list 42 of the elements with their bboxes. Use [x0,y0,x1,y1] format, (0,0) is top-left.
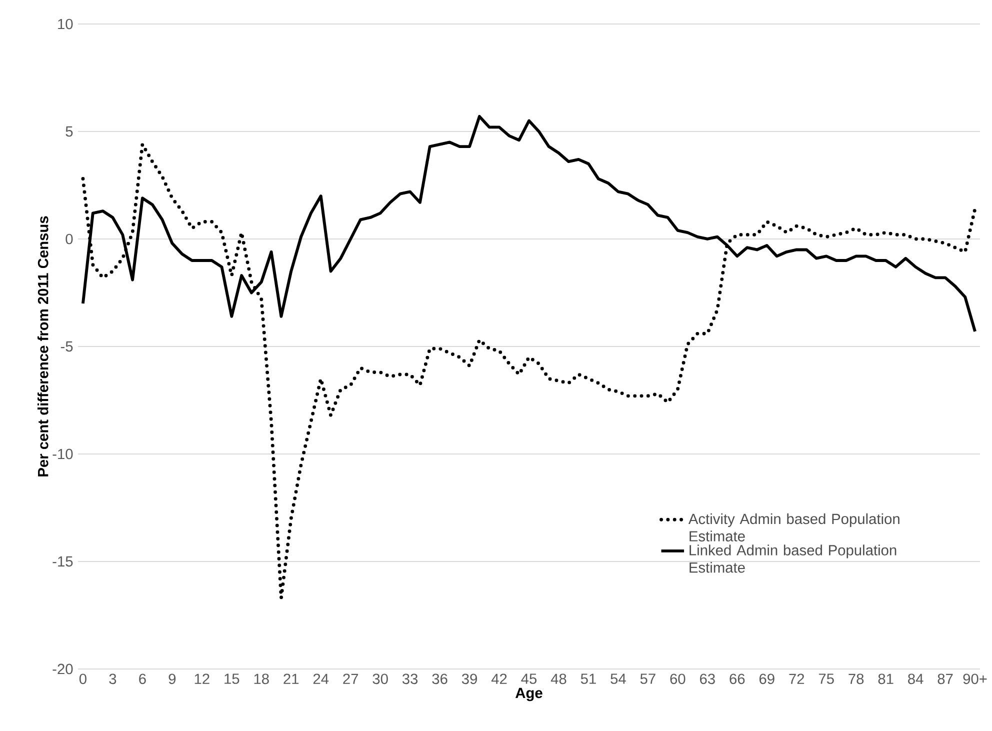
x-tick-label: 51 [580,674,596,684]
x-tick-label: 18 [254,674,269,684]
x-axis-title: Age [516,688,542,702]
x-tick-label: 36 [432,674,448,684]
x-tick-label: 69 [759,674,774,684]
x-tick-label: 45 [521,674,537,684]
x-tick-label: 90+ [963,674,987,684]
y-axis-title: Per cent difference from 2011 Census [38,216,48,476]
y-tick-label: 5 [66,126,73,137]
x-tick-label: 48 [550,674,566,684]
y-tick-label: -15 [52,556,73,567]
x-tick-label: 57 [640,674,656,684]
x-tick-label: 63 [700,674,715,684]
x-tick-label: 6 [139,674,146,684]
y-tick-label: -5 [60,341,73,352]
x-tick-label: 75 [818,674,834,684]
x-tick-label: 87 [938,674,953,684]
x-tick-label: 54 [610,674,626,684]
y-tick-label: -20 [52,664,73,674]
x-tick-label: 27 [343,674,358,684]
x-tick-label: 33 [402,674,418,684]
y-tick-label: 0 [66,234,73,244]
legend-label: Activity Admin based Population Estimate [688,513,900,542]
x-tick-label: 72 [789,674,804,684]
x-tick-label: 21 [284,674,299,684]
x-tick-label: 0 [79,674,86,684]
x-tick-label: 30 [372,674,388,684]
x-tick-label: 12 [194,674,210,684]
x-tick-label: 78 [848,674,864,684]
x-tick-label: 66 [730,674,745,684]
legend-label: Linked Admin based Population Estimate [690,544,896,573]
x-tick-label: 81 [878,674,894,684]
x-tick-label: 24 [313,674,329,684]
x-tick-label: 9 [168,674,176,684]
x-tick-label: 42 [491,674,507,684]
x-tick-label: 39 [462,674,477,684]
y-tick-label: 10 [58,18,73,30]
x-tick-label: 15 [224,674,240,684]
x-tick-label: 84 [908,674,924,684]
y-tick-label: -10 [52,448,73,460]
x-tick-label: 3 [109,674,116,684]
x-tick-label: 60 [670,674,686,684]
